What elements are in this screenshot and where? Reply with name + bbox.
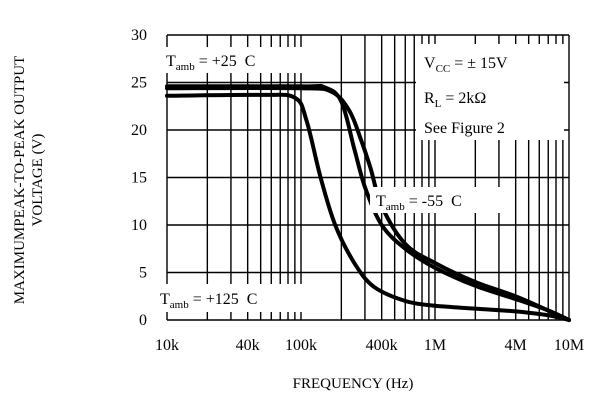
y-tick-label: 15 bbox=[131, 170, 147, 187]
annotation-box-25c bbox=[152, 47, 302, 73]
y-tick-label: 0 bbox=[139, 312, 147, 329]
tick-labels: 0 5 10 15 20 25 30 10k 40k 100k 400k 1M 4M 10M bbox=[131, 27, 584, 354]
x-axis-title: FREQUENCY (Hz) bbox=[293, 376, 414, 392]
x-tick-label: 40k bbox=[236, 337, 260, 354]
annotation-box-125c bbox=[152, 284, 310, 312]
condition-rl: RL = 2kΩ bbox=[424, 90, 486, 110]
condition-vcc: VCC = ± 15V bbox=[424, 55, 508, 75]
y-tick-label: 30 bbox=[131, 27, 147, 44]
x-tick-label: 1M bbox=[424, 337, 446, 354]
annotation-125c: Tamb = +125 C bbox=[160, 291, 257, 311]
annotation-box-minus55c bbox=[370, 187, 502, 213]
conditions-box bbox=[416, 44, 564, 140]
x-tick-label: 400k bbox=[366, 337, 398, 354]
x-tick-label: 4M bbox=[505, 337, 527, 354]
y-tick-label: 10 bbox=[131, 217, 147, 234]
condition-figure: See Figure 2 bbox=[424, 120, 505, 137]
grid bbox=[166, 34, 570, 321]
x-tick-label: 10k bbox=[155, 337, 179, 354]
y-axis-title-line-1: MAXIMUMPEAK-TO-PEAK OUTPUT bbox=[12, 56, 28, 304]
series-line-25c bbox=[165, 83, 571, 322]
x-tick-label: 10M bbox=[554, 337, 584, 354]
x-tick-label: 100k bbox=[285, 337, 317, 354]
y-tick-label: 5 bbox=[139, 265, 147, 282]
series-line-125c bbox=[165, 92, 571, 322]
y-tick-label: 25 bbox=[131, 75, 147, 92]
annotation-25c: Tamb = +25 C bbox=[166, 53, 255, 73]
annotation-minus55c: Tamb = -55 C bbox=[376, 193, 462, 213]
y-tick-label: 20 bbox=[131, 122, 147, 139]
y-axis-title-line-2: VOLTAGE (V) bbox=[30, 134, 46, 227]
